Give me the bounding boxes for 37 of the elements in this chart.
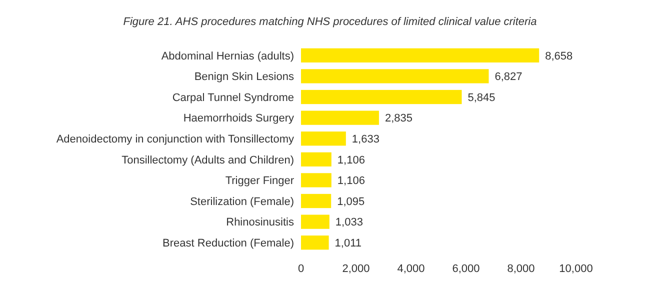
bar — [301, 173, 332, 188]
data-label: 1,011 — [334, 237, 362, 250]
y-tick-label: Rhinosinusitis — [226, 216, 294, 229]
bar — [301, 214, 330, 229]
data-label: 1,106 — [337, 154, 365, 166]
bar — [301, 194, 332, 208]
y-tick-label: Carpal Tunnel Syndrome — [172, 92, 294, 104]
y-tick-label: Breast Reduction (Female) — [162, 237, 294, 250]
x-tick-label: 2,000 — [342, 262, 370, 275]
x-tick-label: 10,000 — [559, 262, 593, 275]
bar — [301, 110, 379, 125]
x-tick-label: 6,000 — [452, 262, 480, 275]
y-tick-label: Trigger Finger — [225, 175, 294, 188]
data-label: 2,835 — [384, 112, 412, 125]
chart-title: Figure 21. AHS procedures matching NHS procedures of limited clinical value criteria — [123, 16, 537, 28]
bar — [301, 69, 489, 84]
y-tick-label: Tonsillectomy (Adults and Children) — [122, 154, 294, 166]
y-tick-label: Sterilization (Female) — [190, 196, 294, 208]
data-label: 1,033 — [335, 216, 363, 229]
x-tick-label: 0 — [298, 262, 304, 275]
bar — [301, 132, 346, 146]
bar — [301, 236, 329, 250]
bar — [301, 152, 332, 166]
x-tick-label: 8,000 — [507, 262, 535, 275]
y-tick-label: Abdominal Hernias (adults) — [161, 50, 294, 62]
data-label: 8,658 — [545, 50, 573, 62]
y-tick-label: Benign Skin Lesions — [194, 71, 294, 84]
x-tick-label: 4,000 — [397, 262, 425, 275]
data-label: 1,095 — [337, 196, 365, 208]
data-label: 1,106 — [337, 175, 365, 188]
y-tick-label: Adenoidectomy in conjunction with Tonsillectomy — [56, 133, 294, 146]
bar — [301, 48, 540, 62]
y-tick-label: Haemorrhoids Surgery — [183, 112, 294, 125]
data-label: 6,827 — [494, 71, 522, 84]
data-label: 5,845 — [468, 92, 496, 104]
data-label: 1,633 — [352, 133, 380, 146]
bar — [301, 90, 462, 104]
